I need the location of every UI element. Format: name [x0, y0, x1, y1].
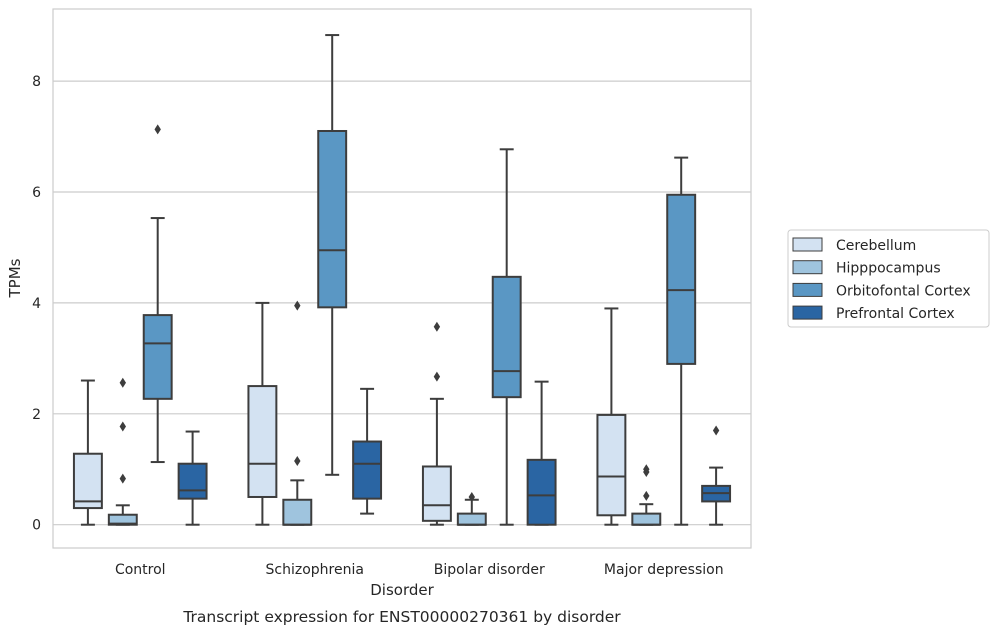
outlier-point [294, 455, 301, 466]
box [177, 430, 208, 526]
box-body [282, 498, 313, 526]
box-body [317, 129, 348, 309]
box-body [72, 452, 103, 510]
legend: Cerebellum Hipppocampus Orbitofontal Corte… [787, 229, 990, 328]
y-tick-label: 2 [32, 407, 41, 423]
x-axis-ticks: Control Schizophrenia Bipolar disorder Majo… [115, 562, 724, 578]
box-body [421, 465, 452, 522]
x-tick-label: Major depression [604, 562, 724, 578]
box-body [666, 193, 697, 365]
y-tick-label: 8 [32, 74, 41, 90]
box [317, 34, 348, 476]
outlier-point [119, 377, 126, 388]
outlier-point [712, 425, 720, 436]
outlier-point [643, 464, 650, 475]
legend-swatch [792, 237, 823, 252]
box [282, 300, 313, 526]
box [491, 148, 522, 526]
box [631, 464, 662, 526]
y-axis-label: TPMs [6, 258, 24, 298]
outlier-point [294, 300, 301, 311]
box-body [596, 413, 627, 517]
x-axis-label: Disorder [370, 581, 434, 599]
legend-swatch [792, 260, 823, 275]
box-body [491, 275, 522, 399]
box [596, 307, 627, 526]
box [107, 377, 138, 526]
box [352, 387, 383, 515]
box-body [107, 513, 138, 526]
outlier-point [119, 421, 126, 432]
y-tick-label: 0 [32, 518, 41, 534]
legend-swatch [792, 305, 823, 320]
box-body [142, 314, 173, 400]
x-tick-label: Schizophrenia [266, 562, 364, 578]
box [456, 491, 487, 526]
legend-label: Cerebellum [836, 238, 916, 254]
legend-label: Orbitofontal Cortex [836, 283, 971, 299]
box-series [72, 34, 732, 526]
legend-label: Prefrontal Cortex [836, 306, 955, 322]
outlier-point [119, 473, 126, 484]
box [526, 380, 557, 526]
box [666, 156, 697, 526]
outlier-point [433, 321, 441, 332]
box-body [352, 440, 383, 500]
box-body [177, 462, 208, 500]
box [421, 321, 452, 526]
outlier-point [643, 490, 650, 501]
box [701, 425, 732, 526]
y-tick-label: 4 [32, 296, 41, 312]
legend-swatch [792, 282, 823, 297]
legend-frame [787, 229, 990, 328]
box [72, 379, 103, 526]
box-body [631, 512, 662, 526]
box-body [526, 458, 557, 526]
plot-area-frame [52, 8, 752, 549]
outlier-point [433, 371, 441, 382]
outlier-point [154, 124, 161, 135]
legend-label: Hipppocampus [836, 261, 941, 277]
y-tick-label: 6 [32, 185, 41, 201]
x-tick-label: Control [115, 562, 166, 578]
box-body [247, 385, 278, 498]
outlier-point [468, 491, 475, 502]
chart-caption: Transcript expression for ENST0000027036… [182, 608, 621, 626]
box-body [456, 512, 487, 526]
box [247, 301, 278, 526]
box [142, 124, 173, 464]
y-axis-ticks: 0 2 4 6 8 [32, 74, 41, 534]
x-tick-label: Bipolar disorder [434, 562, 545, 578]
